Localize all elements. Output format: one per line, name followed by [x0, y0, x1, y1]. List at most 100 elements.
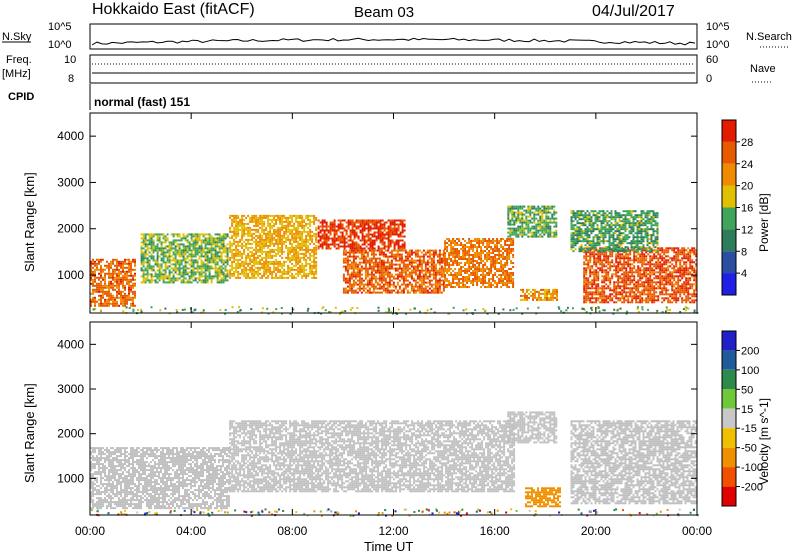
scatter-cell [100, 276, 102, 279]
scatter-cell [517, 215, 520, 218]
scatter-cell [595, 301, 598, 304]
scatter-cell [420, 267, 423, 270]
scatter-cell [299, 236, 302, 239]
scatter-cell [303, 266, 306, 269]
scatter-cell [401, 225, 404, 228]
scatter-cell [537, 209, 540, 212]
scatter-cell [408, 291, 411, 294]
scatter-cell [291, 248, 294, 251]
scatter-cell [291, 242, 294, 245]
scatter-cell [100, 294, 102, 297]
scatter-cell [208, 237, 211, 240]
scatter-cell [464, 270, 467, 272]
scatter-cell [237, 260, 240, 263]
scatter-cell [311, 264, 314, 267]
scatter-cell [245, 244, 248, 247]
scatter-cell [398, 253, 401, 256]
scatter-cell [325, 221, 328, 224]
scatter-cell [263, 246, 266, 249]
scatter-cell [259, 272, 262, 275]
scatter-cell [389, 243, 392, 246]
scatter-cell [389, 223, 392, 226]
scatter-cell [241, 268, 244, 271]
scatter-cell [237, 266, 240, 269]
scatter-cell [346, 265, 349, 268]
scatter-cell [543, 207, 546, 210]
scatter-cell [269, 268, 272, 271]
scatter-cell [367, 229, 370, 232]
scatter-cell [351, 233, 354, 236]
scatter-cell [94, 284, 96, 287]
scatter-cell [436, 287, 439, 290]
scatter-cell [239, 250, 242, 253]
scatter-cell [263, 250, 266, 253]
scatter-cell [466, 272, 469, 274]
scatter-cell [233, 270, 236, 273]
scatter-cell [597, 267, 600, 270]
scatter-cell [597, 259, 600, 262]
scatter-cell [494, 240, 497, 242]
scatter-cell [313, 254, 316, 257]
scatter-cell [358, 269, 361, 272]
scatter-cell [597, 285, 600, 288]
scatter-cell [595, 285, 598, 288]
scatter-cell [466, 246, 469, 248]
scatter-cell [210, 239, 213, 242]
scatter-cell [442, 249, 445, 252]
scatter-cell [488, 258, 491, 260]
scatter-cell [122, 280, 124, 283]
scatter-cell [512, 244, 515, 246]
scatter-cell [351, 239, 354, 242]
scatter-cell [404, 271, 407, 274]
scatter-cell [448, 270, 451, 272]
scatter-cell [233, 258, 236, 261]
scatter-cell [358, 257, 361, 260]
scatter-cell [478, 256, 481, 258]
scatter-cell [257, 242, 260, 245]
scatter-cell [403, 245, 406, 248]
scatter-cell [370, 271, 373, 274]
scatter-cell [595, 259, 598, 262]
scatter-cell [259, 234, 262, 237]
scatter-cell [164, 265, 167, 268]
scatter-cell [466, 280, 469, 282]
scatter-cell [527, 235, 530, 238]
scatter-cell [172, 233, 175, 236]
scatter-cell [538, 298, 540, 301]
scatter-cell [126, 282, 128, 285]
scatter-cell [198, 255, 201, 258]
scatter-cell [517, 213, 520, 216]
scatter-cell [619, 293, 622, 296]
scatter-cell [249, 266, 252, 269]
scatter-cell [206, 281, 209, 284]
scatter-cell [273, 264, 276, 267]
scatter-cell [478, 280, 481, 282]
scatter-cell [370, 267, 373, 270]
scatter-cell [414, 249, 417, 252]
scatter-cell [148, 237, 151, 240]
scatter-cell [150, 273, 153, 276]
freq-unit-label: [MHz] [2, 68, 31, 80]
scatter-cell [106, 260, 108, 263]
scatter-cell [504, 264, 507, 266]
scatter-cell [239, 264, 242, 267]
scatter-cell [188, 255, 191, 258]
scatter-cell [358, 283, 361, 286]
scatter-cell [303, 244, 306, 247]
scatter-cell [271, 254, 274, 257]
scatter-cell [190, 263, 193, 266]
scatter-cell [174, 233, 177, 236]
scatter-cell [482, 284, 485, 286]
scatter-cell [216, 267, 219, 270]
scatter-cell [599, 253, 602, 256]
scatter-cell [194, 277, 197, 280]
scatter-cell [424, 291, 427, 294]
scatter-cell [114, 272, 116, 275]
scatter-cell [140, 281, 143, 284]
scatter-cell [528, 288, 530, 291]
scatter-cell [543, 223, 546, 226]
scatter-cell [243, 224, 246, 227]
scatter-cell [297, 270, 300, 273]
scatter-cell [589, 251, 592, 254]
scatter-cell [150, 277, 153, 280]
